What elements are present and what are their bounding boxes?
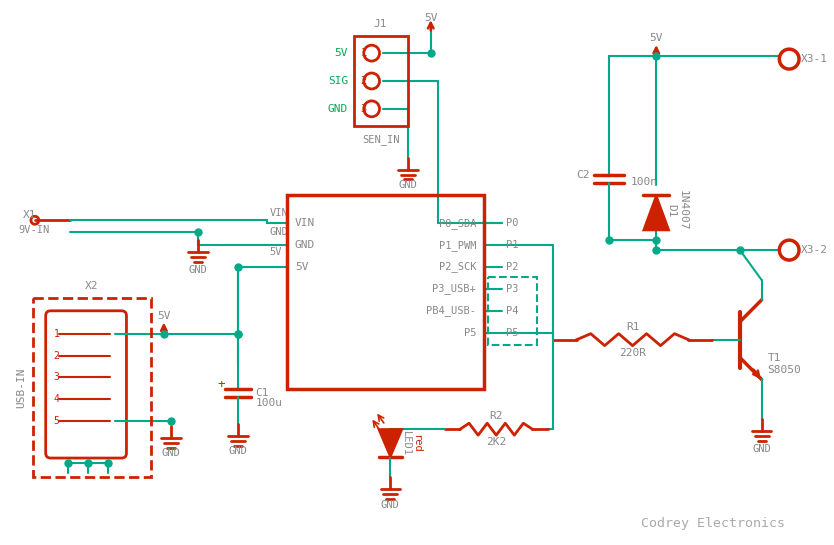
Text: X3-1: X3-1 [801,54,828,64]
Text: X1: X1 [23,210,37,220]
Text: P3_USB+: P3_USB+ [432,283,476,294]
Text: X2: X2 [85,281,98,291]
Text: PB4_USB-: PB4_USB- [426,305,476,316]
Bar [354,36,408,126]
Text: +: + [217,378,224,391]
Text: GND: GND [399,180,418,190]
Text: Codrey Electronics: Codrey Electronics [641,517,786,530]
Text: 5V: 5V [295,262,309,272]
Text: 5V: 5V [157,311,171,321]
Text: 220R: 220R [619,348,646,358]
Polygon shape [379,429,402,457]
Text: P5: P5 [464,328,476,338]
Text: 2: 2 [53,350,59,361]
Text: T1: T1 [767,353,781,362]
Text: P0_SDA: P0_SDA [439,218,476,229]
Text: P2: P2 [505,262,518,272]
Text: 100u: 100u [255,398,283,408]
Text: P1_PWM: P1_PWM [439,240,476,251]
Text: GND: GND [328,104,348,114]
Polygon shape [644,196,669,230]
Text: X3-2: X3-2 [801,245,828,255]
Text: VIN: VIN [269,208,288,219]
Text: 3: 3 [53,372,59,383]
Text: 3: 3 [360,104,367,114]
Text: GND: GND [752,444,771,454]
Text: 1: 1 [360,48,367,58]
Text: GND: GND [189,265,208,275]
Text: VIN: VIN [295,218,315,228]
Text: P1: P1 [505,240,518,250]
Text: GND: GND [269,227,288,237]
Text: 5V: 5V [334,48,348,58]
Text: 5V: 5V [424,13,438,23]
Text: red: red [411,434,421,452]
Text: R2: R2 [490,411,503,421]
Text: C2: C2 [575,171,590,180]
Text: J1: J1 [374,19,387,29]
Bar [33,298,151,477]
Text: SEN_IN: SEN_IN [362,134,399,145]
Text: C1: C1 [255,389,269,398]
Text: LED1: LED1 [401,431,411,456]
Text: P0: P0 [505,218,518,228]
Text: 5: 5 [53,416,59,426]
Bar [287,196,484,389]
Text: GND: GND [162,448,180,458]
Text: SIG: SIG [328,76,348,86]
Text: 1N4007: 1N4007 [678,190,688,231]
Text: R1: R1 [626,322,640,332]
Text: 5V: 5V [269,247,282,257]
Text: GND: GND [229,446,247,456]
Text: 5V: 5V [650,33,663,43]
Text: 2K2: 2K2 [486,437,506,447]
Text: 100n: 100n [631,178,658,187]
Text: GND: GND [295,240,315,250]
Text: P3: P3 [505,284,518,294]
Text: D1: D1 [666,204,676,217]
Text: 2: 2 [360,76,367,86]
Text: 4: 4 [53,395,59,404]
Text: P5: P5 [505,328,518,338]
Text: P2_SCK: P2_SCK [439,262,476,272]
Bar [488,277,537,344]
Text: GND: GND [381,500,399,510]
Text: 1: 1 [53,329,59,338]
Text: USB-IN: USB-IN [16,367,26,408]
Text: 9V-IN: 9V-IN [18,225,49,235]
Text: S8050: S8050 [767,365,801,374]
Text: P4: P4 [505,306,518,316]
